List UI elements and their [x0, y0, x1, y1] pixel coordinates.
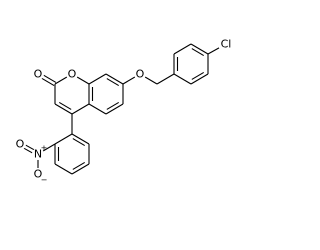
carbonyl-oxygen: O — [34, 68, 43, 81]
bond — [54, 133, 73, 145]
bond — [71, 103, 90, 115]
bond — [191, 71, 205, 80]
bond — [173, 73, 192, 85]
bond — [72, 138, 86, 147]
label-backdrop — [32, 168, 44, 180]
bond — [156, 73, 175, 85]
bond — [173, 43, 192, 55]
charge: + — [41, 144, 48, 153]
label-backdrop — [32, 148, 44, 160]
charge: − — [41, 176, 48, 185]
bond — [71, 163, 90, 175]
nitro-oxygen-anion: O — [34, 168, 43, 181]
bond — [106, 101, 120, 110]
bond — [58, 101, 72, 110]
bond — [54, 163, 73, 175]
label-backdrop — [134, 68, 146, 80]
ring-oxygen: O — [68, 68, 77, 81]
bond — [88, 73, 107, 85]
label-backdrop — [32, 68, 44, 80]
bond — [191, 48, 205, 57]
bond — [190, 43, 209, 55]
label-backdrop — [218, 36, 234, 52]
bond — [72, 161, 86, 170]
bond — [71, 133, 90, 145]
nitro-oxygen: O — [16, 138, 25, 151]
chlorine: Cl — [221, 38, 232, 51]
bond — [88, 103, 107, 115]
bond — [54, 103, 73, 115]
label-backdrop — [14, 138, 26, 150]
ether-oxygen: O — [136, 68, 145, 81]
bond — [105, 103, 124, 115]
nitro-nitrogen: N — [34, 148, 42, 161]
bond — [190, 73, 209, 85]
bond — [105, 73, 124, 85]
bond — [106, 78, 120, 87]
label-backdrop — [66, 68, 78, 80]
